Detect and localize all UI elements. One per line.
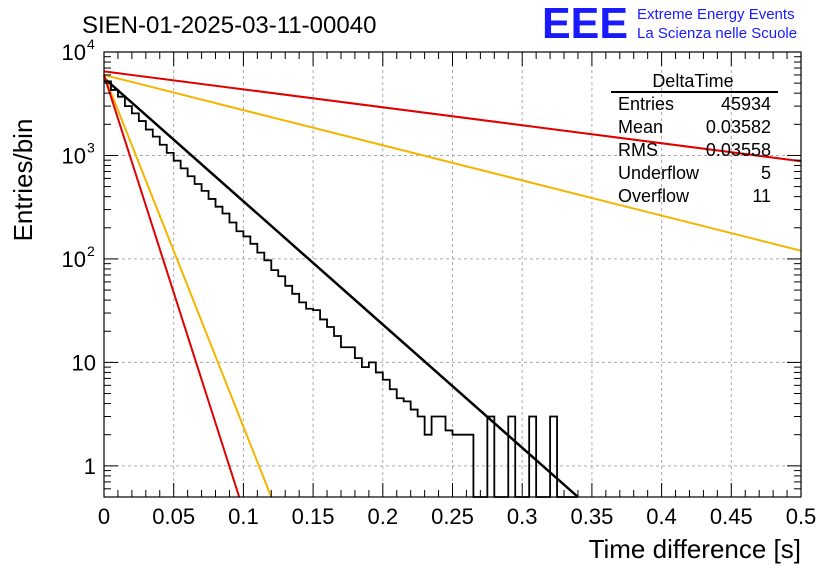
stats-row-value: 0.03558 [706, 140, 771, 160]
logo-mark: EEE [542, 0, 628, 48]
logo-line2: La Scienza nelle Scuole [637, 25, 797, 42]
series-fit [103, 77, 579, 498]
stats-row-label: Mean [618, 117, 663, 137]
stats-row-value: 45934 [721, 94, 771, 114]
stats-row-value: 0.03582 [706, 117, 771, 137]
x-tick-label: 0.3 [507, 504, 538, 529]
y-axis-label: Entries/bin [8, 119, 38, 242]
stats-title: DeltaTime [652, 71, 733, 91]
y-tick-exponent: 2 [87, 243, 95, 259]
x-tick-label: 0.2 [368, 504, 399, 529]
x-tick-label: 0.15 [292, 504, 335, 529]
y-tick-label: 10 [72, 350, 96, 375]
series-red-steep [103, 74, 241, 498]
y-tick-exponent: 4 [87, 36, 95, 52]
histogram-outline [104, 80, 578, 498]
x-tick-label: 0.45 [710, 504, 753, 529]
logo-line1: Extreme Energy Events [637, 6, 795, 23]
x-tick-label: 0.05 [152, 504, 195, 529]
x-tick-label: 0 [98, 504, 110, 529]
series-red-slow [103, 70, 802, 163]
y-tick-label: 10 [62, 40, 86, 65]
series-orange-slow [103, 73, 802, 252]
axis-ticks [103, 51, 802, 497]
x-tick-label: 0.5 [786, 504, 817, 529]
stats-row-value: 11 [752, 186, 771, 206]
grid-lines [104, 52, 801, 497]
series-orange-steep [103, 74, 273, 498]
x-axis-label: Time difference [s] [589, 534, 801, 564]
y-tick-label: 10 [62, 143, 86, 168]
x-tick-label: 0.35 [570, 504, 613, 529]
stats-row-label: Overflow [618, 186, 690, 206]
x-tick-label: 0.4 [646, 504, 677, 529]
eee-logo: EEE Extreme Energy Events La Scienza nel… [542, 0, 797, 48]
chart-title: SIEN-01-2025-03-11-00040 [82, 12, 376, 39]
x-tick-label: 0.25 [431, 504, 474, 529]
y-tick-label: 10 [62, 247, 86, 272]
stats-row-label: RMS [618, 140, 658, 160]
y-tick-exponent: 3 [87, 139, 95, 155]
histogram [104, 80, 578, 498]
stats-row-label: Underflow [618, 163, 700, 183]
stats-row-label: Entries [618, 94, 674, 114]
stats-row-value: 5 [761, 163, 771, 183]
stats-box: DeltaTime Entries 45934 Mean 0.03582 RMS… [611, 71, 778, 206]
fit-curves [103, 70, 802, 498]
y-tick-label: 1 [84, 454, 96, 479]
x-tick-label: 0.1 [228, 504, 259, 529]
x-tick-labels: 0 0.05 0.1 0.15 0.2 0.25 0.3 0.35 0.4 0.45 0.5 [98, 504, 816, 529]
